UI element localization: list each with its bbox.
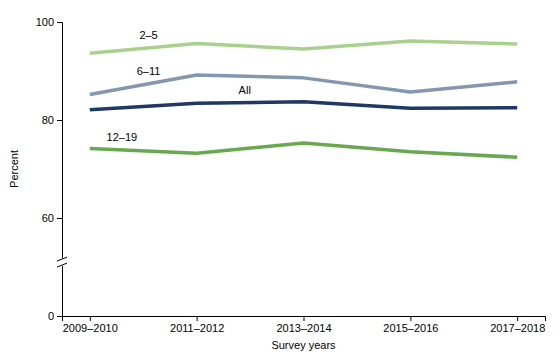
- y-tick-mark: [57, 316, 62, 317]
- series-label: 2–5: [139, 29, 157, 41]
- series-label: All: [239, 84, 251, 96]
- y-tick: 60: [42, 212, 62, 224]
- series-labels: 2–5 6–11 All 12–19: [107, 29, 251, 143]
- axis-break-mark: [57, 263, 67, 267]
- x-tick-label: 2011–2012: [170, 322, 224, 334]
- x-tick-label: 2017–2018: [490, 322, 545, 334]
- y-axis-title: Percent: [8, 150, 20, 188]
- series-label: 12–19: [107, 131, 138, 143]
- x-tick-label: 2015–2016: [383, 322, 438, 334]
- x-tick-mark: [410, 316, 411, 321]
- series-line: [90, 41, 517, 53]
- series-line: [90, 75, 517, 95]
- x-tick-label: 2013–2014: [276, 322, 331, 334]
- y-tick-mark: [57, 218, 62, 219]
- x-axis-line: [63, 317, 546, 322]
- y-tick: 80: [42, 114, 62, 126]
- y-tick-label: 0: [48, 310, 54, 322]
- x-axis-title: Survey years: [271, 339, 336, 351]
- x-tick: 2017–2018: [490, 316, 545, 334]
- x-tick: 2011–2012: [170, 316, 224, 334]
- y-tick: 0: [48, 310, 62, 322]
- y-tick-label: 100: [36, 16, 54, 28]
- x-tick-mark: [197, 316, 198, 321]
- axis-break-gap: [56, 258, 68, 266]
- x-tick-label: 2009–2010: [63, 322, 118, 334]
- x-tick-mark: [304, 316, 305, 321]
- y-axis-line: [57, 23, 63, 317]
- y-axis: 0 60 80 100: [36, 16, 63, 322]
- x-tick-mark: [517, 316, 518, 321]
- x-tick: 2009–2010: [63, 316, 118, 334]
- y-tick-label: 80: [42, 114, 54, 126]
- chart: 0 60 80 100 2009–2010 2011–2012 2013–2014 2015–…: [0, 0, 560, 359]
- y-tick-mark: [57, 120, 62, 121]
- x-tick: 2015–2016: [383, 316, 438, 334]
- series-line: [90, 102, 517, 110]
- axis-break: [56, 257, 68, 267]
- x-tick: 2013–2014: [276, 316, 331, 334]
- series-label: 6–11: [137, 65, 161, 77]
- y-tick-mark: [57, 22, 62, 23]
- axis-break-mark: [57, 257, 67, 261]
- x-tick-mark: [90, 316, 91, 321]
- series-line: [90, 143, 517, 157]
- plot-area: [90, 41, 517, 157]
- x-axis: 2009–2010 2011–2012 2013–2014 2015–2016 2017…: [63, 316, 546, 334]
- y-tick: 100: [36, 16, 62, 28]
- y-tick-label: 60: [42, 212, 54, 224]
